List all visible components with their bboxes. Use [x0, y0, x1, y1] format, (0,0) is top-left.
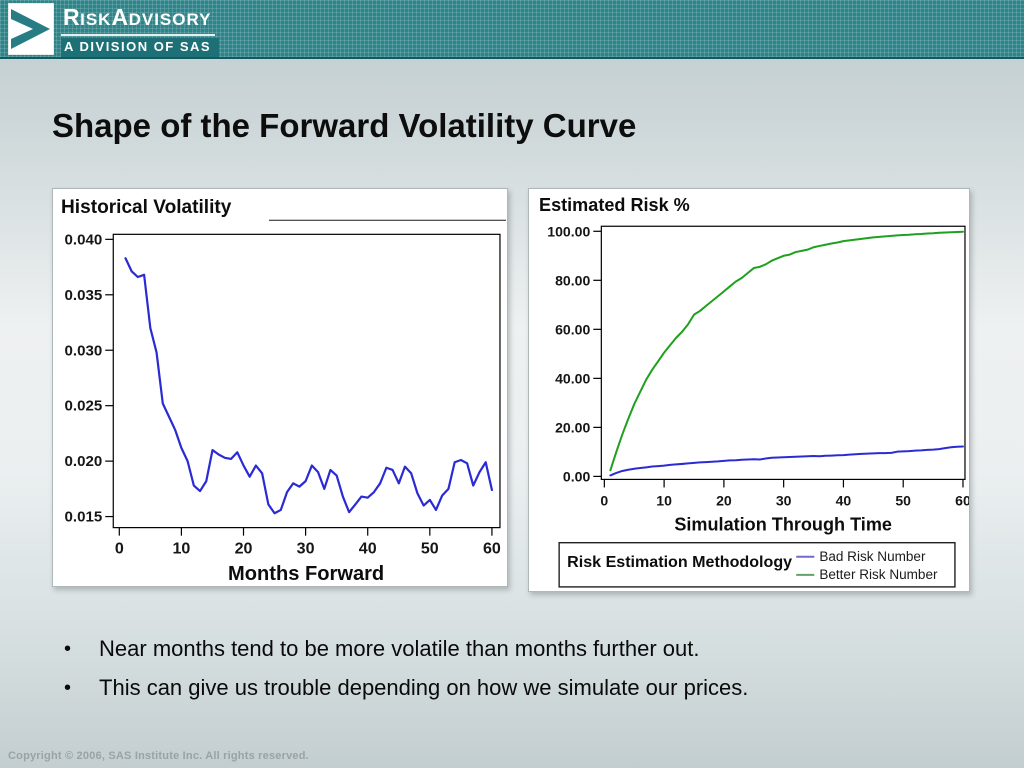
- bullet-marker: •: [64, 677, 72, 699]
- sas-flag-icon: [7, 2, 55, 56]
- bullet-list: • Near months tend to be more volatile t…: [58, 636, 978, 714]
- slide-body: Shape of the Forward Volatility Curve Hi…: [0, 59, 1024, 768]
- series-better-risk-number: [609, 230, 964, 472]
- y-tick-label: 0.030: [65, 342, 103, 359]
- y-tick-label: 0.020: [65, 453, 103, 470]
- bullet-marker: •: [64, 638, 72, 660]
- y-tick-label: 0.035: [65, 287, 103, 304]
- series-historical-volatility: [124, 257, 494, 515]
- plot-frame: [112, 233, 501, 529]
- x-tick-label: 60: [483, 540, 501, 558]
- brand-name: RISKADVISORY: [61, 3, 216, 36]
- legend-title: Risk Estimation Methodology: [567, 553, 792, 571]
- chart-title: Estimated Risk %: [539, 195, 690, 215]
- y-tick-label: 0.040: [65, 231, 103, 248]
- y-tick-label: 0.015: [65, 509, 103, 526]
- x-tick-label: 40: [359, 540, 377, 558]
- x-tick-label: 30: [297, 540, 315, 558]
- x-tick-label: 50: [421, 540, 439, 558]
- y-tick-label: 0.00: [563, 468, 591, 484]
- x-tick-label: 30: [776, 493, 792, 509]
- plot-frame: [600, 225, 966, 481]
- y-tick-label: 40.00: [555, 370, 590, 386]
- x-axis-label: Months Forward: [228, 563, 384, 585]
- historical_volatility-plot: Historical Volatility 0.040 0.035 0.030 0.02…: [61, 197, 506, 585]
- estimated_risk-plot: Estimated Risk %100.0080.0060.0040.0020.…: [539, 195, 969, 588]
- y-tick-label: 60.00: [555, 321, 590, 337]
- division-tagline: A DIVISION OF SAS: [61, 38, 220, 57]
- x-axis-label: Simulation Through Time: [674, 515, 892, 535]
- x-tick-label: 20: [235, 540, 253, 558]
- brand-banner: RISKADVISORY A DIVISION OF SAS: [0, 0, 1024, 59]
- brand-initial: A: [111, 4, 129, 30]
- x-tick-label: 40: [836, 493, 852, 509]
- legend-box: [558, 541, 956, 588]
- slide-title: Shape of the Forward Volatility Curve: [52, 107, 637, 144]
- y-tick-label: 100.00: [547, 223, 590, 239]
- legend-entry-label: Better Risk Number: [819, 567, 938, 582]
- x-tick-label: 10: [656, 493, 672, 509]
- y-tick-label: 0.025: [65, 398, 103, 415]
- y-tick-label: 80.00: [555, 272, 590, 288]
- brand-rest: DVISORY: [128, 10, 212, 29]
- x-tick-label: 60: [955, 493, 969, 509]
- bullet-text: This can give us trouble depending on ho…: [99, 675, 749, 700]
- y-tick-label: 20.00: [555, 419, 590, 435]
- brand-initial: R: [63, 4, 81, 30]
- series-bad-risk-number: [609, 445, 964, 477]
- x-tick-label: 0: [600, 493, 608, 509]
- x-tick-label: 20: [716, 493, 732, 509]
- bullet-text: Near months tend to be more volatile tha…: [99, 636, 700, 661]
- copyright-note: Copyright © 2006, SAS Institute Inc. All…: [8, 750, 309, 762]
- brand-rest: ISK: [80, 10, 112, 29]
- x-tick-label: 0: [115, 540, 124, 558]
- x-tick-label: 10: [172, 540, 190, 558]
- historical-volatility-chart: Historical Volatility 0.040 0.035 0.030 0.02…: [52, 188, 508, 587]
- x-tick-label: 50: [895, 493, 911, 509]
- bullet-item: • Near months tend to be more volatile t…: [58, 636, 978, 662]
- estimated-risk-chart: Estimated Risk % 100.00 80.00 60.00 40.00 20.…: [528, 188, 970, 592]
- chart-title: Historical Volatility: [61, 197, 232, 218]
- legend-entry-label: Bad Risk Number: [819, 549, 926, 564]
- brand-text: RISKADVISORY A DIVISION OF SAS: [61, 3, 220, 57]
- bullet-item: • This can give us trouble depending on …: [58, 675, 978, 701]
- risk-advisory-logo: RISKADVISORY A DIVISION OF SAS: [0, 0, 220, 57]
